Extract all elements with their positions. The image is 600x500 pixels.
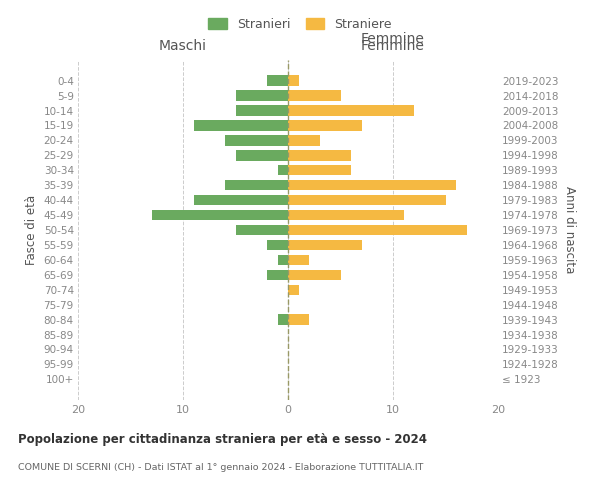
Bar — [288, 90, 341, 101]
Bar — [225, 180, 288, 190]
Bar — [288, 120, 361, 130]
Bar — [288, 270, 341, 280]
Text: Femmine: Femmine — [361, 38, 425, 52]
Text: Femmine: Femmine — [361, 32, 425, 46]
Bar — [288, 106, 414, 116]
Bar — [235, 225, 288, 235]
Bar — [267, 240, 288, 250]
Y-axis label: Fasce di età: Fasce di età — [25, 195, 38, 265]
Bar — [151, 210, 288, 220]
Bar — [288, 135, 320, 145]
Text: COMUNE DI SCERNI (CH) - Dati ISTAT al 1° gennaio 2024 - Elaborazione TUTTITALIA.: COMUNE DI SCERNI (CH) - Dati ISTAT al 1°… — [18, 463, 424, 472]
Bar — [288, 314, 309, 325]
Bar — [267, 76, 288, 86]
Bar — [277, 254, 288, 265]
Bar — [288, 195, 445, 205]
Bar — [288, 76, 299, 86]
Bar — [193, 120, 288, 130]
Bar — [288, 284, 299, 295]
Bar — [267, 270, 288, 280]
Bar — [288, 150, 351, 160]
Bar — [235, 106, 288, 116]
Bar — [288, 240, 361, 250]
Text: Maschi: Maschi — [159, 38, 207, 52]
Bar — [277, 314, 288, 325]
Bar — [288, 254, 309, 265]
Bar — [288, 165, 351, 175]
Bar — [288, 210, 404, 220]
Bar — [193, 195, 288, 205]
Y-axis label: Anni di nascita: Anni di nascita — [563, 186, 575, 274]
Bar — [225, 135, 288, 145]
Bar — [235, 90, 288, 101]
Bar — [235, 150, 288, 160]
Text: Popolazione per cittadinanza straniera per età e sesso - 2024: Popolazione per cittadinanza straniera p… — [18, 432, 427, 446]
Bar — [288, 225, 467, 235]
Bar — [277, 165, 288, 175]
Legend: Stranieri, Straniere: Stranieri, Straniere — [202, 11, 398, 37]
Bar — [288, 180, 456, 190]
